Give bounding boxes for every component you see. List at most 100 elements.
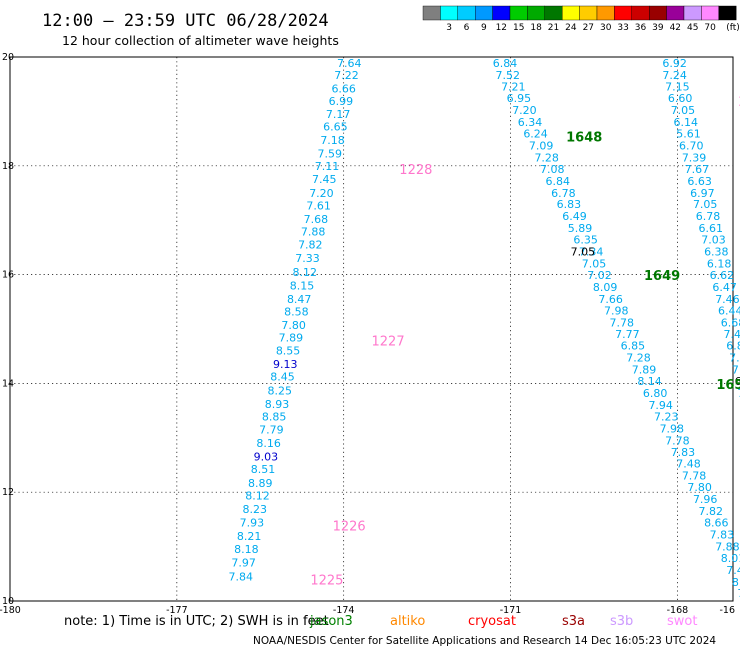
- plot-area: -180 -177 -174 -171 -168 -16 20 18 16 14 12 10 7.64…: [0, 52, 740, 616]
- wave-height-value: 9.03: [254, 451, 279, 464]
- wave-height-value: 7.05: [582, 258, 607, 271]
- wave-height-value: 8.14: [637, 375, 662, 388]
- wave-height-value: 7.68: [304, 213, 329, 226]
- wave-height-value: 7.24: [662, 69, 687, 82]
- wave-height-value: 6.68: [721, 316, 740, 329]
- wave-height-value: 7.79: [259, 423, 284, 436]
- wave-height-value: 7.05: [671, 104, 696, 117]
- wave-height-value: 6.80: [643, 387, 668, 400]
- wave-height-value: 6.38: [704, 246, 729, 259]
- mission-legend: jason3 altiko cryosat s3a s3b swot: [309, 614, 697, 629]
- chart-title: 12:00 — 23:59 UTC 06/28/2024: [42, 11, 329, 31]
- legend-swatch: [544, 5, 563, 21]
- wave-height-value: 7.97: [231, 557, 256, 570]
- wave-height-value: 7.84: [229, 570, 254, 583]
- wave-height-value: 7.78: [610, 316, 635, 329]
- wave-height-value: 7.50: [732, 364, 740, 377]
- wave-height-value: 6.95: [507, 92, 532, 105]
- wave-height-value: 7.80: [281, 319, 306, 332]
- chart-subtitle: 12 hour collection of altimeter wave hei…: [62, 33, 339, 48]
- wave-height-value: 8.12: [293, 266, 318, 279]
- wave-height-value: 7.45: [312, 173, 337, 186]
- wave-height-value: 6.18: [707, 258, 732, 271]
- legend-swatch: [527, 5, 546, 21]
- wave-height-value: 5.89: [568, 222, 593, 235]
- x-tick-label: -174: [333, 605, 355, 616]
- wave-height-value: 6.85: [726, 340, 740, 353]
- wave-height-value: 7.03: [701, 234, 726, 247]
- y-tick-label: 18: [2, 161, 14, 172]
- observation-values: 7.647.226.666.997.176.657.187.597.117.45…: [229, 57, 740, 600]
- wave-height-value: 7.53: [737, 587, 740, 600]
- wave-height-value: 7.98: [604, 304, 629, 317]
- wave-height-value: 8.23: [242, 503, 267, 516]
- legend-swatch: [649, 5, 667, 21]
- legend-swatch: [614, 5, 633, 21]
- wave-height-value: 6.70: [679, 139, 704, 152]
- wave-height-value: 6.35: [573, 234, 598, 247]
- legend-label: 70: [704, 23, 716, 33]
- pass-time-label: 1226: [333, 519, 366, 534]
- wave-height-value: 7.20: [512, 104, 537, 117]
- wave-height-value: 8.12: [245, 489, 270, 502]
- legend-label: 33: [617, 23, 628, 33]
- wave-height-value: 8.47: [287, 293, 312, 306]
- y-tick-label: 14: [2, 378, 14, 389]
- wave-height-value: 7.39: [682, 151, 707, 164]
- x-tick-label: -177: [166, 605, 188, 616]
- wave-height-value: 7.20: [309, 187, 334, 200]
- legend-swatch: [422, 5, 441, 21]
- credit-line: NOAA/NESDIS Center for Satellite Applica…: [253, 635, 716, 647]
- legend-label: 21: [548, 23, 559, 33]
- wave-height-value: 7.98: [660, 422, 685, 435]
- wave-height-value: 8.58: [284, 305, 309, 318]
- wave-height-value: 7.64: [337, 57, 362, 70]
- pass-time-label: 1227: [372, 335, 405, 350]
- wave-height-value: 8.15: [290, 279, 315, 292]
- legend-swatch: [457, 5, 476, 21]
- wave-height-value: 8.01: [721, 552, 740, 565]
- legend-label: 42: [670, 23, 681, 33]
- wave-height-value: 7.78: [682, 470, 707, 483]
- wave-height-value: 7.34: [579, 246, 604, 259]
- pass-time-label: 2325: [739, 95, 740, 110]
- legend-swatch: [440, 5, 458, 21]
- mission-label: altiko: [390, 614, 425, 629]
- wave-height-value: 7.05: [571, 246, 596, 259]
- wave-height-value: 6.78: [551, 187, 576, 200]
- legend-label: 36: [635, 23, 647, 33]
- wave-height-value: 8.93: [265, 398, 290, 411]
- legend-swatch: [596, 5, 615, 21]
- x-tick-label: -180: [0, 605, 21, 616]
- wave-height-value: 7.96: [693, 493, 718, 506]
- wave-height-value: 9.13: [273, 358, 298, 371]
- pass-time-label: 1228: [399, 163, 432, 178]
- legend-swatch: [631, 5, 650, 21]
- wave-height-value: 7.01: [737, 387, 740, 400]
- pass-time-label: 1650: [716, 378, 740, 393]
- wave-height-value: 6.62: [710, 269, 735, 282]
- wave-height-value: 8.89: [248, 477, 273, 490]
- wave-height-value: 7.66: [598, 293, 623, 306]
- legend-swatch: [579, 5, 598, 21]
- legend-swatch: [683, 5, 702, 21]
- legend-label: 24: [565, 23, 577, 33]
- wave-height-value: 7.80: [687, 481, 712, 494]
- wave-height-value: 7.77: [615, 328, 640, 341]
- legend-unit: (ft): [726, 23, 740, 33]
- x-tick-label: -16: [719, 605, 735, 616]
- wave-height-value: 7.17: [326, 108, 351, 121]
- legend-label: 45: [687, 23, 698, 33]
- y-tick-label: 10: [2, 596, 14, 607]
- wave-height-value: 7.08: [540, 163, 565, 176]
- legend-swatch: [718, 5, 737, 21]
- legend-label: 9: [481, 23, 487, 33]
- wave-height-value: 7.02: [587, 269, 612, 282]
- wave-height-value: 6.44: [718, 304, 740, 317]
- wave-height-value: 6.24: [523, 128, 548, 141]
- wave-height-value: 6.84: [546, 175, 571, 188]
- wave-height-value: 8.09: [593, 281, 618, 294]
- wave-height-value: 7.09: [529, 139, 554, 152]
- mission-label: jason3: [309, 614, 353, 629]
- y-tick-label: 12: [2, 487, 14, 498]
